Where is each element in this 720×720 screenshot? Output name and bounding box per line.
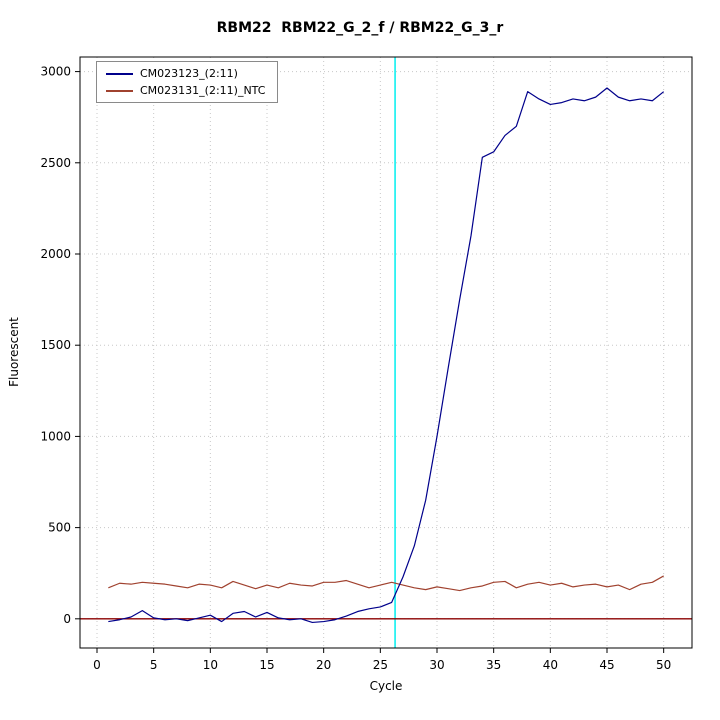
chart-title: RBM22 RBM22_G_2_f / RBM22_G_3_r <box>216 20 504 36</box>
svg-text:1500: 1500 <box>40 338 71 352</box>
legend: CM023123_(2:11) CM023131_(2:11)_NTC <box>96 61 279 103</box>
svg-text:0: 0 <box>93 658 101 672</box>
svg-text:1000: 1000 <box>40 429 71 443</box>
legend-label-ntc: CM023131_(2:11)_NTC <box>140 84 266 97</box>
x-axis-title: Cycle <box>369 679 403 693</box>
legend-item-sample: CM023123_(2:11) <box>106 67 265 80</box>
svg-text:0: 0 <box>63 612 71 626</box>
svg-text:45: 45 <box>599 658 614 672</box>
svg-text:35: 35 <box>486 658 501 672</box>
legend-item-ntc: CM023131_(2:11)_NTC <box>106 84 265 97</box>
svg-text:3000: 3000 <box>40 65 71 79</box>
svg-text:40: 40 <box>543 658 558 672</box>
legend-line-swatch-sample <box>106 72 133 75</box>
svg-text:30: 30 <box>429 658 444 672</box>
svg-text:500: 500 <box>48 521 71 535</box>
svg-text:20: 20 <box>316 658 331 672</box>
legend-label-sample: CM023123_(2:11) <box>140 67 238 80</box>
svg-text:15: 15 <box>259 658 274 672</box>
svg-text:2500: 2500 <box>40 156 71 170</box>
svg-text:50: 50 <box>656 658 671 672</box>
svg-text:2000: 2000 <box>40 247 71 261</box>
svg-text:25: 25 <box>373 658 388 672</box>
legend-line-swatch-ntc <box>106 89 133 92</box>
y-axis-title: Fluorescent <box>7 317 21 387</box>
svg-text:10: 10 <box>203 658 218 672</box>
svg-text:5: 5 <box>150 658 158 672</box>
